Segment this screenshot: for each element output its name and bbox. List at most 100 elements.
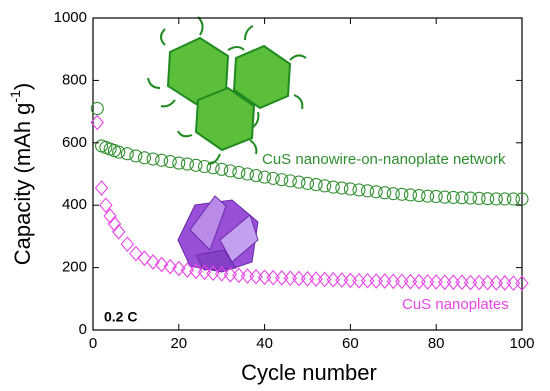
point <box>154 256 169 273</box>
point <box>343 182 357 196</box>
point <box>172 156 186 170</box>
point <box>197 159 212 174</box>
point <box>463 274 478 291</box>
point <box>352 183 366 197</box>
point <box>352 272 366 289</box>
point <box>361 184 375 198</box>
y-tick-label: 800 <box>62 71 87 88</box>
point <box>266 269 280 286</box>
y-axis-label-main: Capacity (mAh g <box>10 103 35 266</box>
point <box>335 181 349 195</box>
point <box>146 254 160 270</box>
point <box>90 101 104 116</box>
nanowire-illustration <box>147 16 307 165</box>
point <box>249 169 263 183</box>
point <box>326 180 340 194</box>
point <box>163 258 177 275</box>
point <box>90 114 105 131</box>
point <box>146 152 160 166</box>
point <box>412 188 426 203</box>
point <box>258 170 272 184</box>
x-tick-label: 0 <box>89 335 97 352</box>
y-tick-label: 1000 <box>54 9 87 26</box>
y-tick-label: 200 <box>62 259 87 276</box>
point <box>481 192 495 206</box>
point <box>206 265 220 282</box>
point <box>292 175 306 189</box>
point <box>189 158 203 172</box>
point <box>472 191 486 205</box>
point <box>463 191 478 205</box>
point <box>403 273 418 290</box>
point <box>506 192 520 206</box>
point <box>446 274 461 291</box>
point <box>326 271 340 288</box>
y-tick-label: 400 <box>62 196 87 213</box>
point <box>498 192 512 206</box>
point <box>455 191 469 205</box>
point <box>180 262 195 278</box>
annotation: CuS nanoplates <box>402 296 509 313</box>
point <box>232 267 246 284</box>
point <box>249 268 263 285</box>
point <box>120 147 134 161</box>
point <box>360 272 375 289</box>
y-axis-label: Capacity (mAh g-1) <box>7 83 35 265</box>
plot-frame <box>92 17 523 331</box>
point <box>112 145 126 159</box>
point <box>472 274 486 291</box>
point <box>386 273 401 290</box>
x-tick-label: 80 <box>428 335 445 352</box>
point <box>309 178 323 192</box>
point <box>94 180 109 196</box>
point <box>395 187 409 201</box>
point <box>163 154 177 169</box>
point <box>438 274 452 291</box>
point <box>420 274 435 290</box>
point <box>129 245 143 262</box>
point <box>275 173 289 187</box>
point <box>232 165 246 179</box>
point <box>429 274 443 290</box>
nanoplate-illustration <box>177 195 259 273</box>
x-tick-label: 100 <box>509 335 534 352</box>
point <box>206 161 220 175</box>
point <box>180 157 194 171</box>
point <box>137 250 152 267</box>
x-tick-label: 60 <box>342 335 359 352</box>
point <box>377 273 392 289</box>
point <box>438 190 452 204</box>
point <box>266 171 280 185</box>
point <box>369 185 383 199</box>
x-tick-label: 40 <box>256 335 273 352</box>
point <box>335 272 349 288</box>
point <box>317 271 332 288</box>
point <box>189 263 203 280</box>
y-axis-label-end: ) <box>10 83 35 90</box>
point <box>369 273 383 289</box>
y-tick-label: 0 <box>79 321 87 338</box>
point <box>292 270 306 287</box>
point <box>412 273 426 290</box>
point <box>129 149 143 163</box>
point <box>283 174 297 188</box>
x-tick-label: 20 <box>170 335 187 352</box>
point <box>275 270 289 286</box>
point <box>283 270 298 287</box>
point <box>515 275 529 292</box>
point <box>99 197 113 214</box>
point <box>215 162 229 176</box>
point <box>112 223 126 240</box>
point <box>318 179 332 193</box>
point <box>498 275 512 291</box>
annotation: 0.2 C <box>104 309 137 325</box>
point <box>386 187 400 201</box>
point <box>223 164 237 178</box>
point <box>197 264 212 281</box>
point <box>223 266 238 283</box>
point <box>300 270 315 287</box>
point <box>240 167 254 181</box>
point <box>429 189 443 204</box>
